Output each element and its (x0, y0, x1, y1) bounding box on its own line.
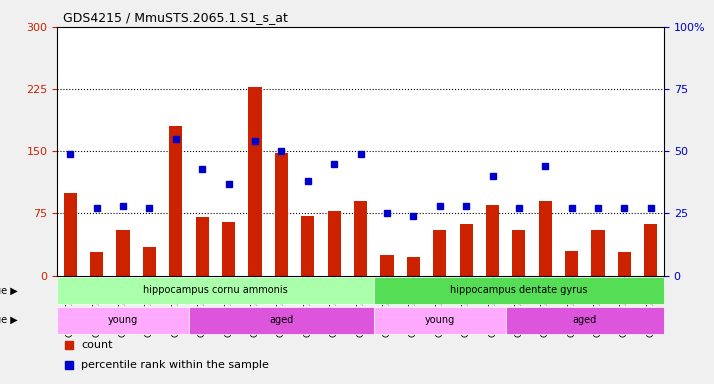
FancyBboxPatch shape (373, 277, 664, 304)
Text: young: young (108, 315, 139, 325)
Bar (116, 230, 130, 275)
FancyBboxPatch shape (506, 307, 664, 334)
FancyBboxPatch shape (57, 277, 373, 304)
Bar (486, 205, 499, 275)
Bar (196, 217, 208, 275)
Text: aged: aged (269, 315, 293, 325)
Bar (460, 224, 473, 275)
Bar (644, 224, 658, 275)
Bar (143, 247, 156, 275)
Bar (591, 230, 605, 275)
Text: hippocampus dentate gyrus: hippocampus dentate gyrus (450, 285, 588, 295)
Text: tissue ▶: tissue ▶ (0, 285, 18, 295)
Text: count: count (81, 339, 113, 349)
Text: GDS4215 / MmuSTS.2065.1.S1_s_at: GDS4215 / MmuSTS.2065.1.S1_s_at (64, 11, 288, 24)
Bar (169, 126, 183, 275)
Bar (222, 222, 235, 275)
Bar (90, 252, 104, 275)
Text: percentile rank within the sample: percentile rank within the sample (81, 360, 269, 370)
FancyBboxPatch shape (189, 307, 373, 334)
Bar (328, 211, 341, 275)
Text: hippocampus cornu ammonis: hippocampus cornu ammonis (143, 285, 288, 295)
Bar (248, 86, 261, 275)
Bar (512, 230, 526, 275)
Bar (433, 230, 446, 275)
FancyBboxPatch shape (57, 307, 189, 334)
Text: young: young (425, 315, 455, 325)
Bar (381, 255, 393, 275)
Bar (301, 216, 314, 275)
Bar (565, 251, 578, 275)
Bar (354, 201, 367, 275)
Bar (275, 153, 288, 275)
FancyBboxPatch shape (373, 307, 506, 334)
Bar (64, 193, 77, 275)
Bar (407, 257, 420, 275)
Bar (618, 252, 631, 275)
Bar (538, 201, 552, 275)
Text: age ▶: age ▶ (0, 315, 18, 325)
Text: aged: aged (573, 315, 597, 325)
